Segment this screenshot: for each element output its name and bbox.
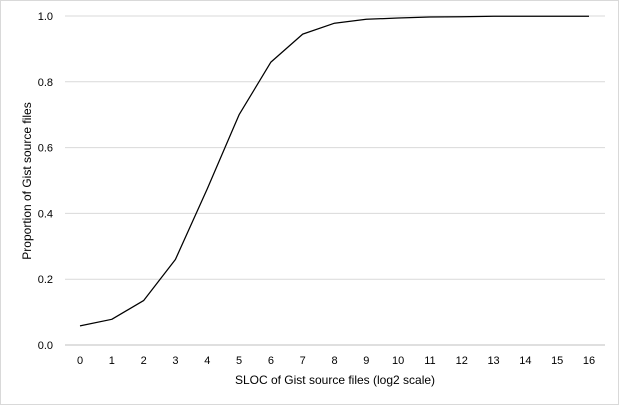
x-tick-label: 12 — [456, 355, 468, 367]
x-axis-ticks: 0 1 2 3 4 5 6 7 8 9 10 11 12 13 14 15 16 — [77, 355, 595, 367]
x-tick-label: 10 — [392, 355, 404, 367]
y-tick-label: 0.6 — [38, 143, 53, 155]
series-layer — [79, 15, 589, 327]
gridlines — [65, 15, 605, 346]
x-tick-label: 14 — [519, 355, 531, 367]
y-axis-title: Proportion of Gist source files — [20, 102, 34, 259]
x-tick-label: 2 — [141, 355, 147, 367]
y-tick-label: 1.0 — [38, 11, 53, 23]
x-tick-label: 8 — [331, 355, 337, 367]
x-tick-label: 13 — [487, 355, 499, 367]
x-tick-label: 9 — [363, 355, 369, 367]
x-tick-label: 4 — [204, 355, 210, 367]
x-tick-label: 0 — [77, 355, 83, 367]
x-tick-label: 6 — [268, 355, 274, 367]
x-tick-label: 5 — [236, 355, 242, 367]
y-axis-ticks: 0.0 0.2 0.4 0.6 0.8 1.0 — [38, 11, 53, 352]
y-tick-label: 0.8 — [38, 77, 53, 89]
x-tick-label: 15 — [551, 355, 563, 367]
y-tick-label: 0.2 — [38, 274, 53, 286]
x-tick-label: 11 — [424, 355, 435, 367]
series-line — [79, 15, 589, 327]
x-tick-label: 16 — [583, 355, 595, 367]
x-axis-title: SLOC of Gist source files (log2 scale) — [235, 373, 435, 387]
x-tick-label: 3 — [172, 355, 178, 367]
x-tick-label: 1 — [109, 355, 115, 367]
y-tick-label: 0.0 — [38, 340, 53, 352]
y-tick-label: 0.4 — [38, 208, 53, 220]
x-tick-label: 7 — [300, 355, 306, 367]
